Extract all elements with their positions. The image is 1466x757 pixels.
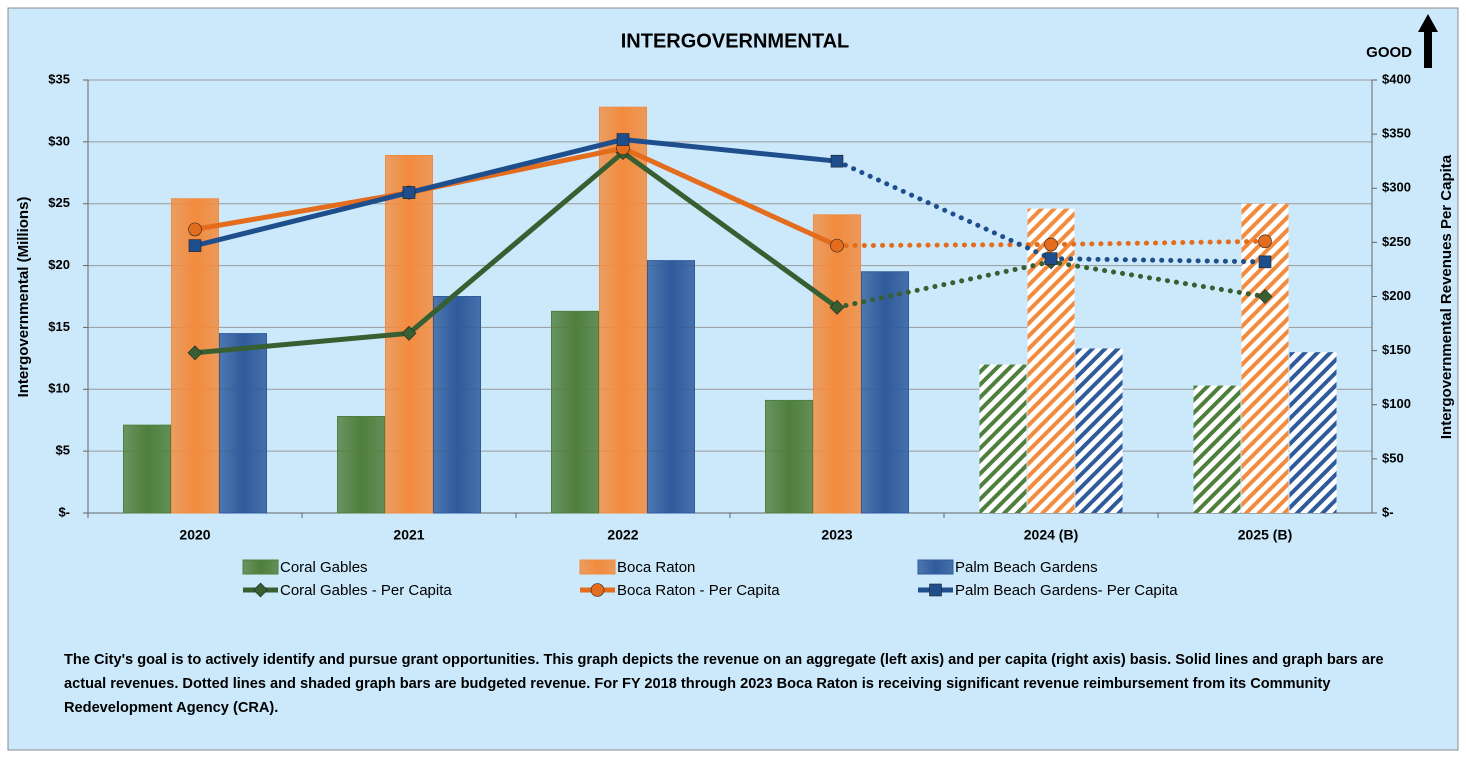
legend-swatch <box>917 559 954 575</box>
marker <box>829 299 845 315</box>
marker <box>830 238 844 253</box>
y-tick-label: $- <box>58 504 70 519</box>
bar <box>813 214 861 514</box>
marker <box>616 133 630 146</box>
marker <box>1044 252 1058 265</box>
legend-swatch <box>579 559 616 575</box>
marker <box>1258 234 1272 249</box>
x-tick-label: 2022 <box>607 527 638 543</box>
x-tick-label: 2023 <box>821 527 852 543</box>
up-arrow <box>1418 14 1438 68</box>
y2-axis-label: Intergovernmental Revenues Per Capita <box>1438 154 1455 439</box>
bar <box>433 296 481 514</box>
bar <box>123 424 171 514</box>
bar <box>219 333 267 514</box>
bar <box>1241 203 1289 513</box>
legend-swatch <box>242 559 279 575</box>
y-tick-label: $15 <box>48 319 70 334</box>
chart-title: INTERGOVERNMENTAL <box>621 30 850 52</box>
marker <box>401 325 417 341</box>
bar <box>765 399 813 514</box>
marker <box>590 583 605 597</box>
legend-label: Boca Raton - Per Capita <box>617 582 780 599</box>
y2-tick-label: $300 <box>1382 180 1411 195</box>
x-tick-label: 2025 (B) <box>1238 527 1292 543</box>
legend-label: Coral Gables - Per Capita <box>280 582 452 599</box>
y2-tick-label: $50 <box>1382 450 1404 465</box>
dotted-line <box>834 238 1268 249</box>
marker <box>1258 255 1272 269</box>
bar <box>861 271 909 514</box>
marker <box>1044 237 1058 252</box>
y2-tick-label: $- <box>1382 504 1394 519</box>
marker <box>187 345 203 361</box>
bar <box>647 260 695 514</box>
y2-tick-label: $200 <box>1382 288 1411 303</box>
marker <box>402 186 416 199</box>
x-tick-label: 2020 <box>179 527 210 543</box>
line <box>192 145 840 249</box>
y2-tick-label: $100 <box>1382 396 1411 411</box>
bar <box>599 106 647 514</box>
line <box>192 137 840 249</box>
annotation: GOOD <box>1366 44 1412 61</box>
marker <box>830 154 844 168</box>
y-tick-label: $5 <box>56 443 70 458</box>
marker <box>929 583 942 597</box>
legend-label: Palm Beach Gardens <box>955 559 1098 576</box>
legend-label: Boca Raton <box>617 559 695 576</box>
line <box>192 150 840 356</box>
y-tick-label: $10 <box>48 381 70 396</box>
y-tick-label: $30 <box>48 133 70 148</box>
x-tick-label: 2021 <box>393 527 424 543</box>
bar <box>1289 352 1337 513</box>
y2-tick-label: $150 <box>1382 342 1411 357</box>
y2-tick-label: $400 <box>1382 71 1411 86</box>
legend-label: Coral Gables <box>280 559 368 576</box>
y2-tick-label: $350 <box>1382 126 1411 141</box>
bar <box>337 416 385 514</box>
bar <box>979 364 1027 513</box>
y-tick-label: $25 <box>48 195 70 210</box>
y-tick-label: $20 <box>48 257 70 272</box>
y2-tick-label: $250 <box>1382 234 1411 249</box>
marker <box>188 239 202 252</box>
note: The City's goal is to actively identify … <box>64 652 1384 716</box>
marker <box>188 222 202 237</box>
bar <box>1193 385 1241 513</box>
marker <box>253 582 268 598</box>
y-axis-label: Intergovernmental (Millions) <box>15 197 32 398</box>
y-tick-label: $35 <box>48 71 70 86</box>
bar <box>551 310 599 514</box>
x-tick-label: 2024 (B) <box>1024 527 1078 543</box>
bar <box>1075 348 1123 513</box>
marker <box>1257 289 1273 304</box>
legend-label: Palm Beach Gardens- Per Capita <box>955 582 1178 599</box>
